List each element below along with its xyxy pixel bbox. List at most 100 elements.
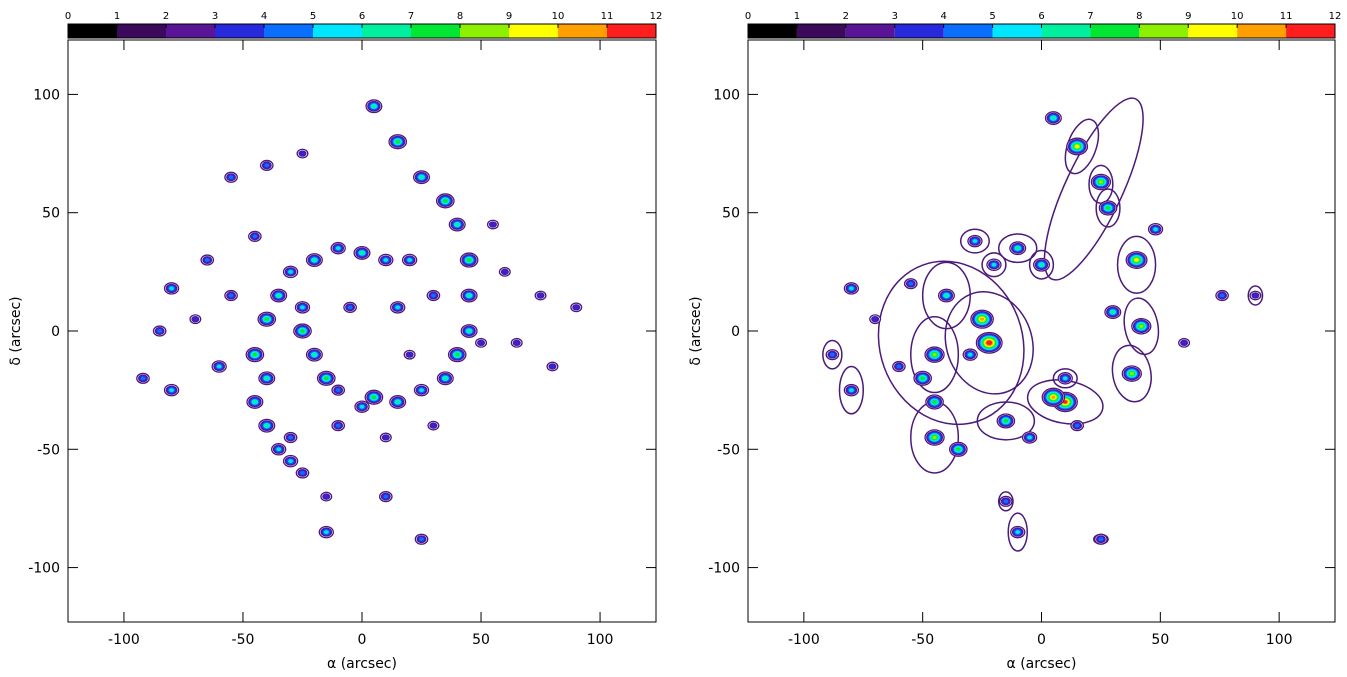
- contour-level: [383, 258, 389, 262]
- contour-level: [407, 258, 412, 262]
- y-axis-label: δ (arcsec): [688, 296, 704, 365]
- contour-level: [1051, 395, 1056, 399]
- fit-ellipse: [1123, 297, 1160, 356]
- contour-level: [157, 329, 163, 333]
- plot-frame: [747, 39, 1336, 623]
- contour-level: [1051, 116, 1056, 120]
- fit-ellipse: [1116, 235, 1157, 294]
- colorbar-tick-label: 9: [506, 11, 512, 22]
- contour-level: [383, 435, 389, 440]
- contour-level: [216, 364, 222, 369]
- x-axis-label: α (arcsec): [327, 656, 397, 672]
- contour-level: [1027, 435, 1032, 440]
- colorbar-segment: [362, 24, 411, 38]
- y-axis-label: δ (arcsec): [8, 296, 24, 365]
- x-tick-label: 100: [1266, 632, 1293, 648]
- contour-level: [335, 388, 341, 393]
- y-tick-label: 50: [722, 206, 740, 222]
- contour-level: [1003, 419, 1009, 423]
- contour-level: [335, 423, 341, 428]
- contour-level: [395, 139, 400, 144]
- colorbar-tick-label: 3: [892, 11, 898, 22]
- contour-level: [395, 305, 401, 310]
- contour-level: [549, 364, 556, 369]
- contour-level: [359, 404, 365, 409]
- colorbar-tick-label: 9: [1185, 11, 1191, 22]
- fit-ellipse: [997, 233, 1038, 264]
- contour-level: [1063, 400, 1068, 404]
- contour-level: [466, 329, 472, 333]
- contour-level: [1075, 144, 1080, 149]
- contour-level: [169, 286, 174, 291]
- colorbar-tick-label: 5: [989, 11, 995, 22]
- colorbar-segment: [558, 24, 607, 38]
- plot-area: [822, 97, 1264, 552]
- contour-level: [264, 376, 270, 381]
- contour-level: [252, 400, 258, 404]
- plot-area: [136, 99, 583, 545]
- contour-level: [169, 388, 174, 393]
- colorbar-segment: [943, 24, 993, 38]
- fit-ellipse: [959, 228, 990, 254]
- contour-level: [1134, 258, 1139, 262]
- contour-level: [288, 459, 293, 463]
- colorbar-segment: [264, 24, 313, 38]
- y-tick-label: -100: [708, 561, 740, 577]
- contour-level: [849, 286, 854, 291]
- contour-level: [1098, 180, 1104, 184]
- fit-ellipse: [1052, 368, 1078, 389]
- contour-level: [1139, 324, 1144, 328]
- colorbar-tick-label: 7: [1087, 11, 1093, 22]
- x-tick-label: -50: [911, 632, 934, 648]
- colorbar-tick-label: 11: [601, 11, 614, 22]
- contour-level: [829, 352, 835, 357]
- colorbar-segment: [1237, 24, 1287, 38]
- x-axis-label: α (arcsec): [1007, 656, 1077, 672]
- contour-level: [908, 281, 914, 286]
- contour-level: [359, 251, 365, 255]
- contour-level: [980, 317, 985, 321]
- colorbar-segment: [845, 24, 895, 38]
- contour-level: [264, 163, 270, 168]
- x-tick-label: -50: [232, 632, 255, 648]
- contour-level: [288, 269, 293, 274]
- colorbar-tick-label: 10: [552, 11, 565, 22]
- contour-level: [944, 293, 949, 298]
- contour-level: [1181, 340, 1187, 345]
- contour-level: [264, 423, 270, 428]
- contour-level: [932, 400, 937, 404]
- contour-level: [335, 246, 341, 251]
- contour-level: [406, 352, 413, 357]
- fit-ellipse: [822, 339, 843, 370]
- colorbar-segment: [1286, 24, 1335, 38]
- contour-level: [288, 435, 294, 440]
- contour-level: [312, 352, 317, 357]
- contour-level: [514, 340, 520, 345]
- contour-level: [383, 494, 389, 499]
- contour-level: [276, 447, 282, 452]
- contour-level: [419, 388, 424, 393]
- fit-ellipse: [1095, 188, 1121, 228]
- contour-level: [537, 293, 544, 298]
- contour-level: [1062, 376, 1068, 381]
- contour-level: [371, 395, 377, 399]
- contour-level: [972, 239, 978, 243]
- contour-level: [430, 423, 437, 428]
- contour-level: [920, 376, 925, 381]
- colorbar-segment: [411, 24, 460, 38]
- x-tick-label: 50: [1151, 632, 1169, 648]
- colorbar-segment: [460, 24, 509, 38]
- colorbar-segment: [117, 24, 166, 38]
- y-tick-label: 100: [33, 87, 60, 103]
- contour-level: [1129, 371, 1134, 376]
- contour-level: [1015, 246, 1020, 250]
- contour-level: [956, 447, 961, 452]
- fit-ellipse: [1247, 285, 1264, 306]
- colorbar-tick-label: 12: [1329, 11, 1342, 22]
- contour-level: [454, 222, 460, 227]
- colorbar-tick-label: 8: [457, 11, 463, 22]
- contour-level: [228, 175, 234, 180]
- y-tick-label: -50: [37, 442, 60, 458]
- colorbar-segment: [1139, 24, 1189, 38]
- contour-level: [1039, 262, 1044, 267]
